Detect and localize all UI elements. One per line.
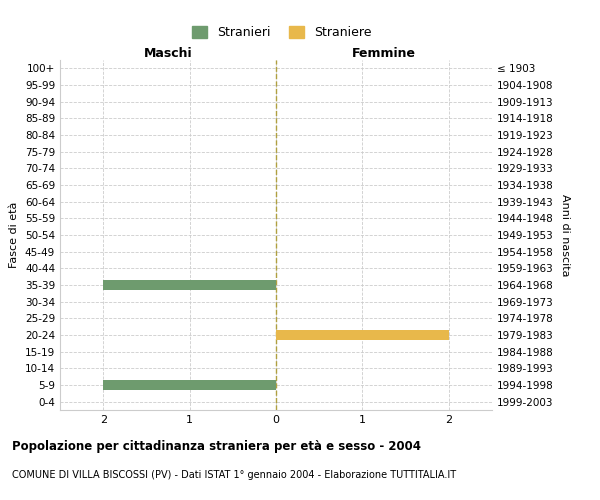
Text: Femmine: Femmine bbox=[352, 47, 416, 60]
Legend: Stranieri, Straniere: Stranieri, Straniere bbox=[187, 21, 377, 44]
Text: Popolazione per cittadinanza straniera per età e sesso - 2004: Popolazione per cittadinanza straniera p… bbox=[12, 440, 421, 453]
Y-axis label: Fasce di età: Fasce di età bbox=[10, 202, 19, 268]
Bar bbox=[103, 380, 276, 390]
Bar bbox=[276, 330, 449, 340]
Y-axis label: Anni di nascita: Anni di nascita bbox=[560, 194, 570, 276]
Text: COMUNE DI VILLA BISCOSSI (PV) - Dati ISTAT 1° gennaio 2004 - Elaborazione TUTTIT: COMUNE DI VILLA BISCOSSI (PV) - Dati IST… bbox=[12, 470, 456, 480]
Bar bbox=[103, 280, 276, 290]
Text: Maschi: Maschi bbox=[143, 47, 193, 60]
